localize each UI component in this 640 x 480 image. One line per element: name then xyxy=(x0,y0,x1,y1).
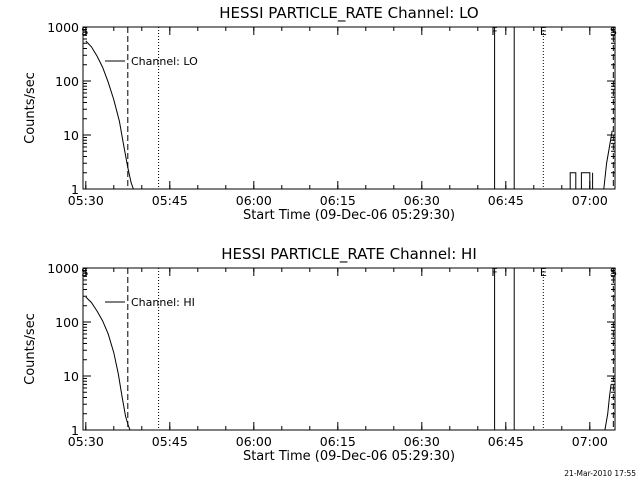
plot-frame xyxy=(82,267,616,431)
series-line xyxy=(603,130,613,190)
event-marker-label: S xyxy=(81,266,88,279)
event-marker-label: S xyxy=(81,25,88,38)
series-line xyxy=(604,384,612,431)
chart-title: HESSI PARTICLE_RATE Channel: HI xyxy=(221,245,477,264)
y-tick-label: 1 xyxy=(71,182,79,197)
event-marker-label: S xyxy=(610,25,617,38)
event-marker-label: S xyxy=(610,266,617,279)
x-tick-label: 05:30 xyxy=(68,193,104,208)
x-tick-label: 06:00 xyxy=(236,193,272,208)
legend-label: Channel: LO xyxy=(131,55,198,68)
x-tick-label: 07:00 xyxy=(572,193,608,208)
series-line xyxy=(569,172,594,190)
series-line xyxy=(85,40,134,190)
x-axis-label: Start Time (09-Dec-06 05:29:30) xyxy=(243,208,455,223)
y-tick-label: 1000 xyxy=(47,261,79,276)
event-marker-label: F xyxy=(491,25,497,38)
x-tick-label: 06:30 xyxy=(404,434,440,449)
legend-label: Channel: HI xyxy=(131,296,195,309)
x-axis-label: Start Time (09-Dec-06 05:29:30) xyxy=(243,449,455,464)
y-tick-label: 10 xyxy=(63,369,79,384)
y-tick-label: 100 xyxy=(55,74,79,89)
event-marker-label: F xyxy=(491,266,497,279)
y-tick-label: 1000 xyxy=(47,20,79,35)
event-marker-label: E xyxy=(540,25,547,38)
x-tick-label: 06:30 xyxy=(404,193,440,208)
x-tick-label: 05:45 xyxy=(152,434,188,449)
y-axis-label: Counts/sec xyxy=(23,72,38,144)
x-tick-label: 05:45 xyxy=(152,193,188,208)
x-tick-label: 06:15 xyxy=(320,193,356,208)
y-axis-label: Counts/sec xyxy=(23,313,38,385)
event-marker-label: E xyxy=(540,266,547,279)
series-line xyxy=(85,296,131,431)
x-tick-label: 06:00 xyxy=(236,434,272,449)
y-tick-label: 100 xyxy=(55,315,79,330)
x-tick-label: 06:45 xyxy=(488,193,524,208)
y-tick-label: 1 xyxy=(71,423,79,438)
x-tick-label: 06:45 xyxy=(488,434,524,449)
x-tick-label: 07:00 xyxy=(572,434,608,449)
plot-frame xyxy=(82,26,616,190)
x-tick-label: 05:30 xyxy=(68,434,104,449)
chart-title: HESSI PARTICLE_RATE Channel: LO xyxy=(219,4,478,23)
y-tick-label: 10 xyxy=(63,128,79,143)
x-tick-label: 06:15 xyxy=(320,434,356,449)
plot-timestamp: 21-Mar-2010 17:55 xyxy=(564,469,636,478)
